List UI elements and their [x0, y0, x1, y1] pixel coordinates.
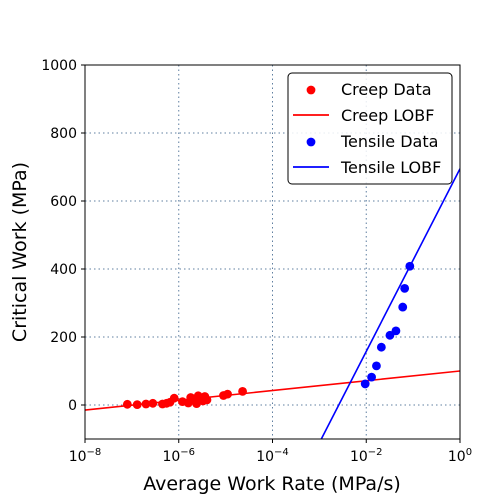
y-tick-label: 0 — [68, 398, 77, 414]
data-point — [367, 372, 376, 382]
data-point — [398, 302, 408, 312]
x-axis-label: Average Work Rate (MPa/s) — [143, 473, 401, 495]
x-tick-label: 10−8 — [69, 447, 102, 465]
data-point — [400, 283, 410, 293]
data-point — [238, 387, 247, 396]
grid — [85, 65, 460, 439]
data-point — [141, 399, 151, 409]
y-tick-label: 1000 — [41, 58, 77, 74]
data-point — [169, 393, 179, 403]
data-point — [391, 326, 401, 336]
data-point — [202, 395, 212, 405]
legend-label: Tensile Data — [340, 132, 438, 151]
data-point — [405, 261, 415, 271]
y-tick-label: 400 — [50, 262, 77, 278]
data-point — [132, 400, 142, 410]
data-point — [385, 330, 395, 340]
data-point — [223, 389, 232, 399]
y-axis-label: Critical Work (MPa) — [9, 162, 31, 342]
data-point — [376, 342, 386, 352]
y-tick-label: 200 — [50, 330, 77, 346]
data-point — [122, 399, 132, 409]
legend-label: Tensile LOBF — [340, 158, 441, 177]
data-point — [360, 379, 370, 389]
series-line — [320, 168, 460, 439]
legend-box — [287, 72, 453, 185]
legend-label: Creep LOBF — [341, 106, 434, 125]
x-tick-label: 100 — [448, 447, 472, 465]
legend-marker — [306, 85, 316, 95]
y-tick-label: 600 — [50, 194, 77, 210]
series-layer — [85, 168, 460, 439]
legend-marker — [306, 137, 316, 147]
data-point — [148, 398, 158, 408]
x-tick-label: 10−2 — [350, 447, 383, 465]
x-tick-label: 10−6 — [162, 447, 195, 465]
y-tick-label: 800 — [50, 126, 77, 142]
legend: Creep Data Creep LOBF Tensile Data Tensile … — [287, 72, 453, 185]
legend-label: Creep Data — [341, 80, 432, 99]
x-tick-label: 10−4 — [256, 447, 289, 465]
data-point — [372, 361, 381, 371]
